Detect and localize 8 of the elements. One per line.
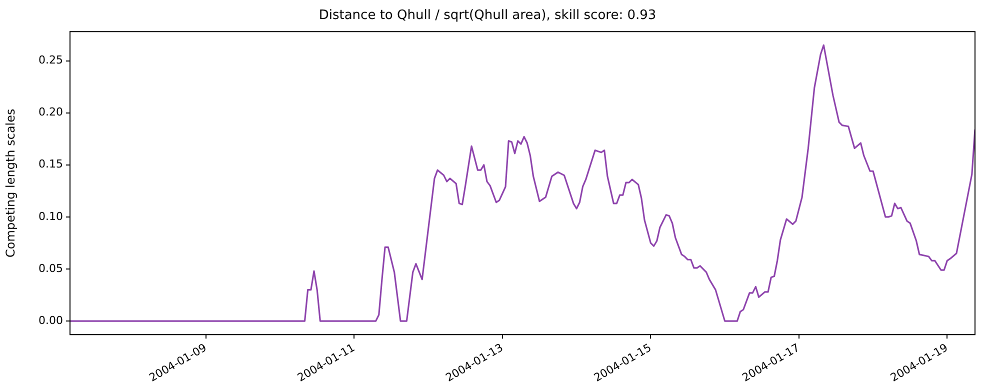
y-tick-label: 0.00 xyxy=(38,314,63,327)
y-axis-title: Competing length scales xyxy=(3,108,18,258)
y-tick-label: 0.20 xyxy=(38,106,63,119)
y-tick-label: 0.15 xyxy=(38,158,63,171)
y-tick-label: 0.10 xyxy=(38,210,63,223)
y-tick-label: 0.05 xyxy=(38,262,63,275)
chart-title: Distance to Qhull / sqrt(Qhull area), skill score: 0.93 xyxy=(318,8,656,24)
y-tick-label: 0.25 xyxy=(38,54,63,67)
